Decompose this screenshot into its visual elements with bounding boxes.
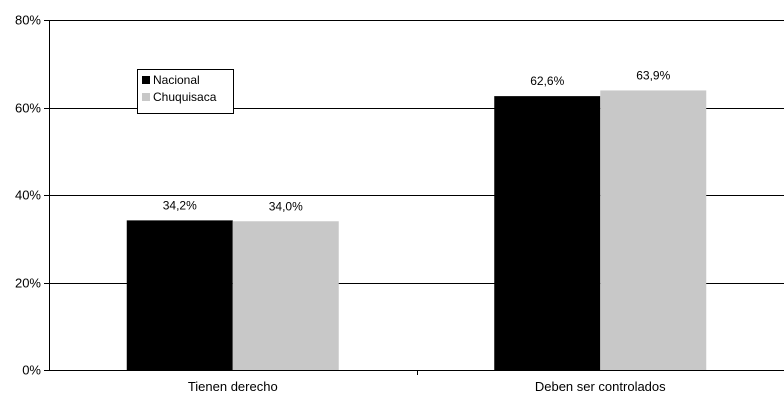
data-label: 34,0%: [269, 199, 303, 213]
legend-swatch: [142, 93, 150, 101]
y-tick-label: 60%: [15, 101, 41, 116]
bar-nacional: [126, 220, 233, 370]
y-tick-label: 20%: [15, 276, 41, 291]
x-tick-label: Deben ser controlados: [535, 379, 666, 394]
bars: [126, 90, 707, 370]
legend-box: [137, 69, 234, 114]
x-tick-label: Tienen derecho: [188, 379, 278, 394]
y-tick-label: 40%: [15, 188, 41, 203]
data-labels: 34,2% 34,0% 62,6% 63,9%: [163, 68, 671, 213]
data-label: 62,6%: [530, 74, 564, 88]
legend-swatch: [142, 76, 150, 84]
data-label: 34,2%: [163, 198, 197, 212]
y-tick-label: 80%: [15, 13, 41, 28]
bar-nacional: [494, 96, 601, 370]
bar-chuquisaca: [600, 90, 707, 370]
axes: 0% 20% 40% 60% 80% Tienen derecho Deben ser co…: [15, 13, 784, 394]
legend-label: Chuquisaca: [153, 90, 217, 104]
bar-chuquisaca: [232, 221, 339, 370]
data-label: 63,9%: [636, 68, 670, 82]
legend-label: Nacional: [153, 73, 200, 87]
y-tick-label: 0%: [22, 363, 41, 378]
legend: Nacional Chuquisaca: [137, 69, 234, 114]
